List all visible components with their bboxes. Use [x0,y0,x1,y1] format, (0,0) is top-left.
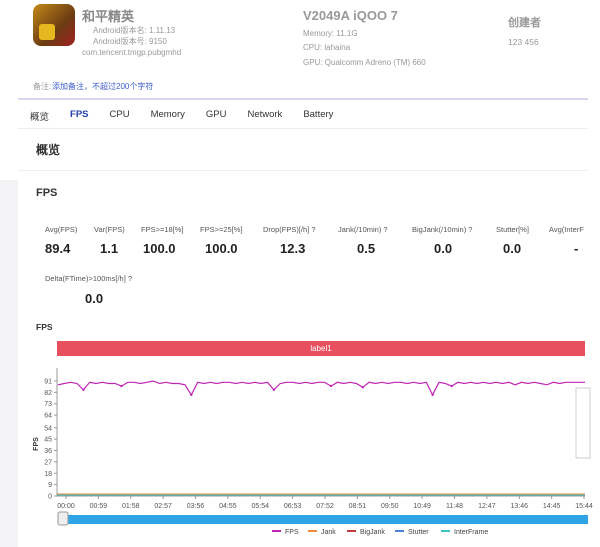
app-version-code: Android版本号: 9150 [93,37,167,46]
x-tick-label: 03:56 [187,503,205,510]
metric-value: 0.0 [85,291,104,306]
fps-point [450,384,453,388]
metric-label: Avg(InterF [549,225,584,234]
tab-gpu[interactable]: GPU [205,109,227,120]
chart-title: FPS [36,322,53,332]
creator-label: 创建者 [508,17,541,29]
label-band: label1 [57,341,585,356]
metric-label: FPS>=18[%] [141,225,184,234]
x-tick-label: 10:49 [413,503,431,510]
x-tick-label: 00:59 [90,503,108,510]
y-tick-label: 54 [44,425,52,432]
divider [18,128,588,129]
y-tick-label: 18 [44,471,52,478]
divider [18,170,588,171]
fps-point [361,386,364,389]
y-tick-label: 82 [44,390,52,397]
fps-card [18,180,600,547]
y-tick-label: 36 [44,448,52,455]
x-tick-label: 07:52 [316,503,334,510]
metric-label: Stutter[%] [496,225,529,234]
app-title: 和平精英 [82,9,135,24]
device-gpu: GPU: Qualcomm Adreno (TM) 660 [303,58,426,67]
device-cpu: CPU: lahaina [303,43,351,52]
tab-memory[interactable]: Memory [150,109,185,120]
fps-point [272,388,276,392]
y-tick-label: 64 [44,413,52,420]
metric-value: - [574,241,579,256]
x-tick-label: 00:00 [57,503,75,510]
metric-label: Drop(FPS)[/h] ? [263,225,316,234]
metric-label: Delta(FTime)>100ms[/h] ? [45,274,133,283]
metric-label: Var(FPS) [94,225,125,234]
app-package: com.tencent.tmgp.pubgmhd [82,48,182,57]
metric-value: 0.0 [434,241,453,256]
fps-point [82,388,85,392]
tab-cpu[interactable]: CPU [109,109,130,120]
tab-network[interactable]: Network [247,109,283,120]
series-line-fps [57,380,585,397]
y-tick-label: 45 [44,437,52,444]
metric-value: 100.0 [205,241,238,256]
tab-overview[interactable]: 概览 [30,112,50,123]
header-panel: 和平精英 Android版本名: 1.11.13 Android版本号: 915… [0,0,600,180]
metric-label: Avg(FPS) [45,225,78,234]
y-tick-label: 27 [44,459,52,466]
tab-battery[interactable]: Battery [303,109,334,120]
legend-item-jank[interactable]: Jank [321,529,336,536]
y-axis-label: FPS [33,437,40,451]
tab-bar: 概览 FPS CPU Memory GPU Network Battery [30,109,354,123]
x-tick-label: 04:55 [219,503,237,510]
device-memory: Memory: 11.1G [303,29,358,38]
legend-item-stutter[interactable]: Stutter [408,529,429,536]
metric-value: 100.0 [143,241,176,256]
y-tick-label: 9 [48,482,52,489]
x-tick-label: 05:54 [251,503,269,510]
x-tick-label: 12:47 [478,503,496,510]
x-tick-label: 01:58 [122,503,140,510]
x-tick-label: 08:51 [349,503,367,510]
y-tick-label: 73 [44,401,52,408]
zoom-slider-handle[interactable] [57,511,69,526]
y-tick-label: 0 [48,494,52,501]
x-tick-label: 02:57 [154,503,172,510]
fps-section-title: FPS [36,187,58,199]
note-label: 备注: [33,82,52,91]
metric-value: 89.4 [45,241,71,256]
app-icon [33,4,75,46]
metric-label: BigJank(/10min) ? [412,225,473,234]
creator-value: 123 456 [508,37,539,47]
x-tick-label: 11:48 [446,503,463,510]
add-note-link[interactable]: 添加备注，不超过200个字符 [52,82,154,91]
fps-point [329,384,333,388]
x-tick-label: 13:46 [510,503,528,510]
x-tick-label: 15:44 [575,503,593,510]
fps-point [431,393,434,397]
device-title: V2049A iQOO 7 [303,8,398,23]
legend-item-interframe[interactable]: InterFrame [454,529,488,536]
overview-title: 概览 [36,143,61,157]
y-tick-label: 91 [44,379,52,386]
x-tick-label: 14:45 [543,503,561,510]
metric-value: 0.0 [503,241,522,256]
fps-point [120,384,123,388]
metric-value: 0.5 [357,241,376,256]
tab-fps[interactable]: FPS [70,109,89,120]
metric-value: 12.3 [280,241,306,256]
metric-label: FPS>=25[%] [200,225,243,234]
fps-point [190,393,193,397]
x-tick-label: 06:53 [284,503,302,510]
x-tick-label: 09:50 [381,503,399,510]
legend-item-fps[interactable]: FPS [285,529,299,536]
metric-label: Jank(/10min) ? [338,225,388,234]
app-version-name: Android版本名: 1.11.13 [93,26,176,35]
legend-item-bigjank[interactable]: BigJank [360,529,385,536]
metric-value: 1.1 [100,241,119,256]
range-tooltip [575,387,591,459]
divider [18,98,588,100]
zoom-slider[interactable] [60,515,588,524]
